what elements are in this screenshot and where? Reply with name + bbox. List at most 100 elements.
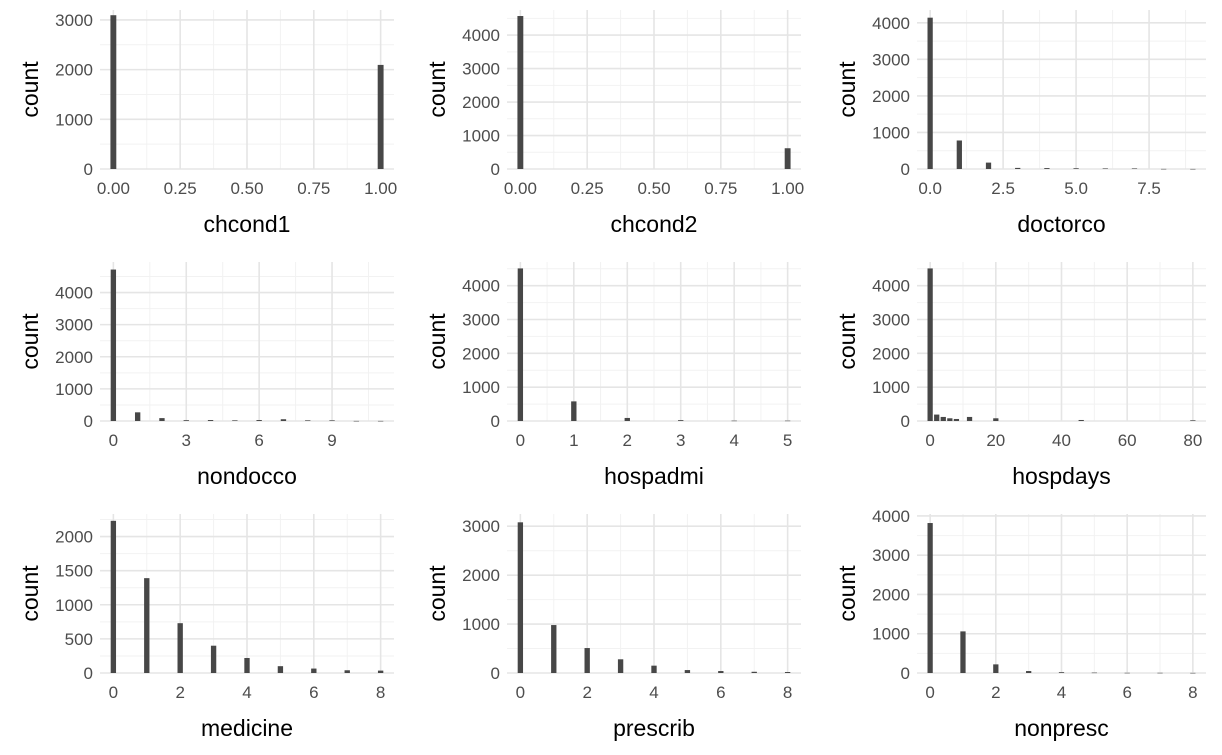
histogram-bar: [1131, 168, 1138, 169]
histogram-bar: [678, 420, 684, 421]
panel-chcond1: 0.00 0.25 0.50 0.75 1.00 0 1000 2000 3000 chcond1…: [17, 10, 397, 237]
y-tick-label: 4000: [55, 284, 93, 303]
y-tick-label: 0: [491, 160, 500, 179]
y-tick-label: 3000: [872, 546, 910, 565]
histogram-bar: [934, 414, 940, 421]
x-axis-title: doctorco: [1017, 211, 1105, 237]
x-tick-label: 8: [783, 683, 792, 702]
histogram-bar: [1102, 168, 1108, 169]
histogram-bar: [256, 420, 262, 421]
histogram-bar: [993, 664, 999, 673]
x-tick-label: 2: [623, 431, 632, 450]
y-tick-label: 2000: [872, 87, 910, 106]
histogram-bar: [956, 140, 962, 169]
y-tick-label: 2000: [462, 93, 500, 112]
histogram-bar: [784, 672, 791, 673]
histogram-bar: [329, 420, 335, 421]
y-tick-label: 0: [491, 664, 500, 683]
x-tick-label: 0.75: [297, 179, 330, 198]
histogram-bar: [751, 671, 757, 673]
histogram-bar: [210, 645, 217, 673]
histogram-bar: [947, 418, 953, 421]
y-tick-label: 4000: [872, 277, 910, 296]
y-tick-label: 4000: [872, 507, 910, 526]
x-tick-label: 80: [1183, 431, 1202, 450]
histogram-bar: [993, 418, 999, 421]
y-tick-label: 2000: [55, 348, 93, 367]
y-tick-label: 3000: [55, 11, 93, 30]
y-tick-label: 0: [491, 412, 500, 431]
x-tick-label: 0.00: [504, 179, 537, 198]
histogram-bar: [177, 623, 183, 673]
x-axis-title: nonpresc: [1014, 715, 1109, 741]
histogram-bar: [1157, 672, 1163, 674]
panel-hospadmi: 0 1 2 3 4 5 0 1000 2000 3000 4000 hospadmi count: [424, 262, 801, 489]
histogram-bar: [1091, 672, 1097, 674]
x-tick-label: 2: [175, 683, 184, 702]
histogram-bar: [960, 631, 966, 673]
y-axis-title: count: [834, 313, 860, 370]
y-axis-title: count: [834, 61, 860, 118]
histogram-bar: [784, 148, 791, 169]
y-tick-label: 2000: [55, 528, 93, 547]
x-tick-label: 6: [1122, 683, 1131, 702]
y-tick-label: 4000: [872, 14, 910, 33]
x-axis-title: chcond2: [611, 211, 698, 237]
y-tick-label: 0: [84, 664, 93, 683]
histogram-bar: [517, 522, 524, 673]
y-tick-label: 3000: [55, 316, 93, 335]
x-axis-title: chcond1: [204, 211, 291, 237]
x-tick-label: 0: [516, 683, 525, 702]
x-tick-label: 0.50: [637, 179, 670, 198]
histogram-bar: [784, 420, 791, 422]
y-tick-label: 0: [901, 160, 910, 179]
y-tick-label: 2000: [872, 585, 910, 604]
x-tick-label: 2: [991, 683, 1000, 702]
x-tick-label: 0: [516, 431, 525, 450]
y-tick-label: 1500: [55, 562, 93, 581]
x-tick-label: 3: [182, 431, 191, 450]
panel-doctorco: 0.0 2.5 5.0 7.5 0 1000 2000 3000 4000 doctorco cou…: [834, 10, 1206, 237]
y-tick-label: 4000: [462, 26, 500, 45]
histogram-bar: [159, 418, 165, 421]
x-tick-label: 4: [649, 683, 658, 702]
histogram-bar: [1190, 420, 1196, 421]
histogram-bar: [353, 420, 360, 422]
x-tick-label: 6: [716, 683, 725, 702]
y-tick-label: 1000: [872, 378, 910, 397]
panel-prescrib: 0 2 4 6 8 0 1000 2000 3000 prescrib count: [424, 514, 801, 741]
histogram-bar: [277, 666, 284, 673]
y-tick-label: 3000: [462, 517, 500, 536]
histogram-bar: [1078, 419, 1084, 421]
y-tick-label: 2000: [462, 344, 500, 363]
histogram-bar: [344, 670, 350, 673]
y-tick-label: 3000: [872, 50, 910, 69]
x-tick-label: 1.00: [364, 179, 397, 198]
y-tick-label: 1000: [55, 596, 93, 615]
x-tick-label: 0: [925, 431, 934, 450]
histogram-bar: [110, 520, 117, 673]
x-tick-label: 20: [986, 431, 1005, 450]
x-tick-label: 60: [1118, 431, 1137, 450]
histogram-bar: [144, 578, 150, 673]
y-tick-label: 0: [84, 160, 93, 179]
histogram-bar: [517, 268, 524, 421]
y-axis-title: count: [424, 565, 450, 622]
histogram-bar: [651, 665, 657, 673]
histogram-bar: [1190, 672, 1196, 674]
x-tick-label: 0: [109, 683, 118, 702]
y-tick-label: 1000: [55, 380, 93, 399]
y-tick-label: 0: [901, 664, 910, 683]
histogram-bar: [731, 420, 737, 422]
x-tick-label: 0.0: [918, 179, 942, 198]
histogram-bar: [1190, 168, 1196, 170]
panel-nonpresc: 0 2 4 6 8 0 1000 2000 3000 4000 nonpresc count: [834, 507, 1206, 741]
x-tick-label: 4: [242, 683, 251, 702]
histogram-bar: [517, 16, 524, 169]
x-tick-label: 4: [729, 431, 738, 450]
y-tick-label: 1000: [462, 378, 500, 397]
x-tick-label: 0.00: [97, 179, 130, 198]
y-tick-label: 2000: [462, 566, 500, 585]
histogram-bar: [110, 15, 117, 169]
y-tick-label: 4000: [462, 277, 500, 296]
